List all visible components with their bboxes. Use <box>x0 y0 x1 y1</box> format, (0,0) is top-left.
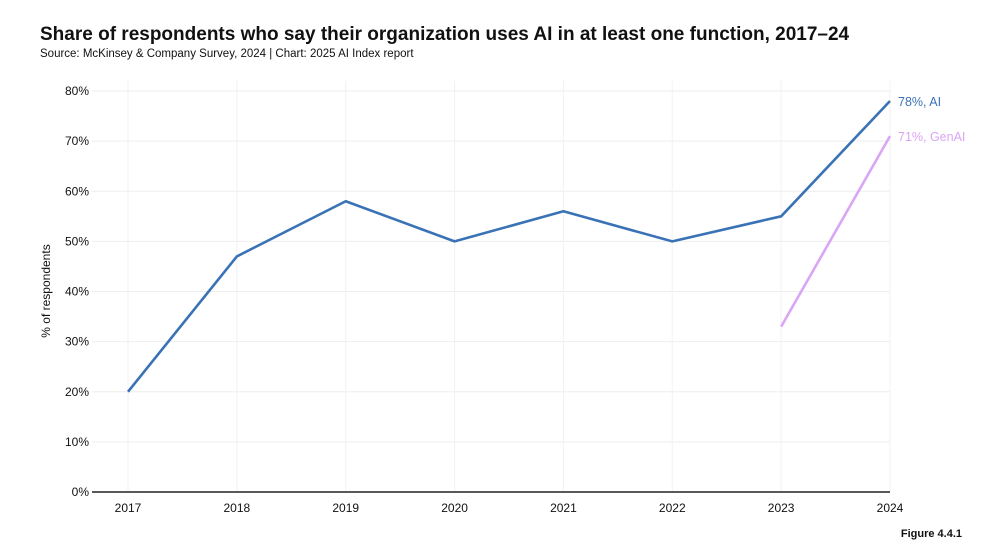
series-line-genai <box>780 135 892 328</box>
y-tick-label: 30% <box>65 335 89 349</box>
x-tick-label: 2024 <box>877 501 904 515</box>
y-tick-label: 70% <box>65 134 89 148</box>
y-tick-label: 10% <box>65 435 89 449</box>
x-tick-label: 2018 <box>224 501 251 515</box>
y-tick-label: 80% <box>65 84 89 98</box>
chart-subtitle: Source: McKinsey & Company Survey, 2024 … <box>40 48 414 60</box>
x-tick-label: 2017 <box>115 501 142 515</box>
y-tick-label: 60% <box>65 184 89 198</box>
y-tick-label: 50% <box>65 234 89 248</box>
chart-title: Share of respondents who say their organ… <box>40 24 850 45</box>
y-tick-label: 20% <box>65 385 89 399</box>
series-end-label: 78%, AI <box>898 95 941 109</box>
figure-label: Figure 4.4.1 <box>900 528 962 540</box>
x-tick-label: 2021 <box>550 501 577 515</box>
series-end-label: 71%, GenAI <box>898 130 965 144</box>
x-tick-label: 2020 <box>441 501 468 515</box>
x-tick-label: 2022 <box>659 501 686 515</box>
y-tick-label: 0% <box>72 485 90 499</box>
y-tick-label: 40% <box>65 285 89 299</box>
series-line-ai <box>126 100 891 393</box>
x-tick-label: 2023 <box>768 501 795 515</box>
y-axis-label: % of respondents <box>39 244 53 337</box>
x-tick-label: 2019 <box>332 501 359 515</box>
